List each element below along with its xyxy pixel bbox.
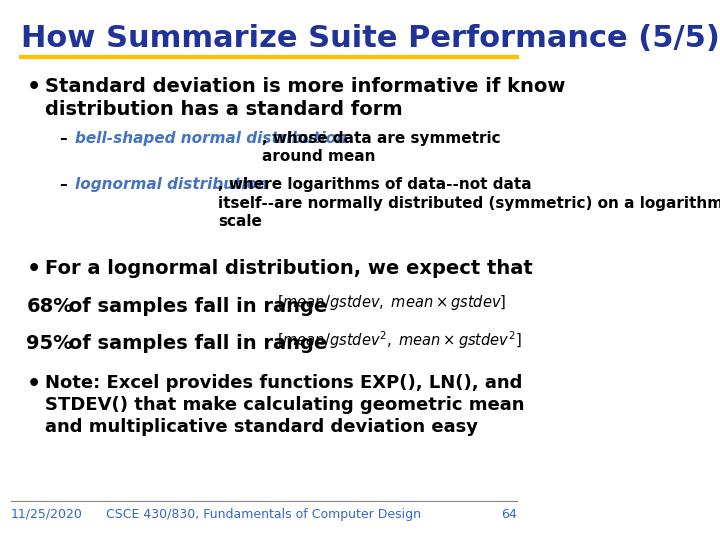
Text: Note: Excel provides functions EXP(), LN(), and
STDEV() that make calculating ge: Note: Excel provides functions EXP(), LN… (45, 374, 524, 436)
Text: 95%: 95% (27, 334, 73, 353)
Text: •: • (27, 259, 40, 279)
Text: 64: 64 (501, 508, 517, 521)
Text: bell-shaped normal distribution: bell-shaped normal distribution (75, 131, 347, 146)
Text: –: – (59, 177, 67, 192)
Text: For a lognormal distribution, we expect that: For a lognormal distribution, we expect … (45, 259, 533, 278)
Text: 11/25/2020: 11/25/2020 (11, 508, 82, 521)
Text: of samples fall in range: of samples fall in range (62, 334, 328, 353)
Text: 68%: 68% (27, 297, 73, 316)
Text: How Summarize Suite Performance (5/5): How Summarize Suite Performance (5/5) (21, 24, 720, 53)
Text: lognormal distribution: lognormal distribution (75, 177, 268, 192)
Text: , whose data are symmetric
around mean: , whose data are symmetric around mean (262, 131, 501, 164)
Text: –: – (59, 131, 67, 146)
Text: $[mean / gstdev^2,\ mean \times gstdev^2]$: $[mean / gstdev^2,\ mean \times gstdev^2… (277, 329, 522, 351)
Text: •: • (27, 374, 40, 394)
Text: CSCE 430/830, Fundamentals of Computer Design: CSCE 430/830, Fundamentals of Computer D… (107, 508, 421, 521)
Text: of samples fall in range: of samples fall in range (62, 297, 328, 316)
Text: Standard deviation is more informative if know
distribution has a standard form: Standard deviation is more informative i… (45, 77, 565, 119)
Text: , where logarithms of data--not data
itself--are normally distributed (symmetric: , where logarithms of data--not data its… (218, 177, 720, 230)
Text: $[mean / gstdev,\ mean \times gstdev]$: $[mean / gstdev,\ mean \times gstdev]$ (277, 293, 506, 312)
Text: •: • (27, 77, 40, 97)
